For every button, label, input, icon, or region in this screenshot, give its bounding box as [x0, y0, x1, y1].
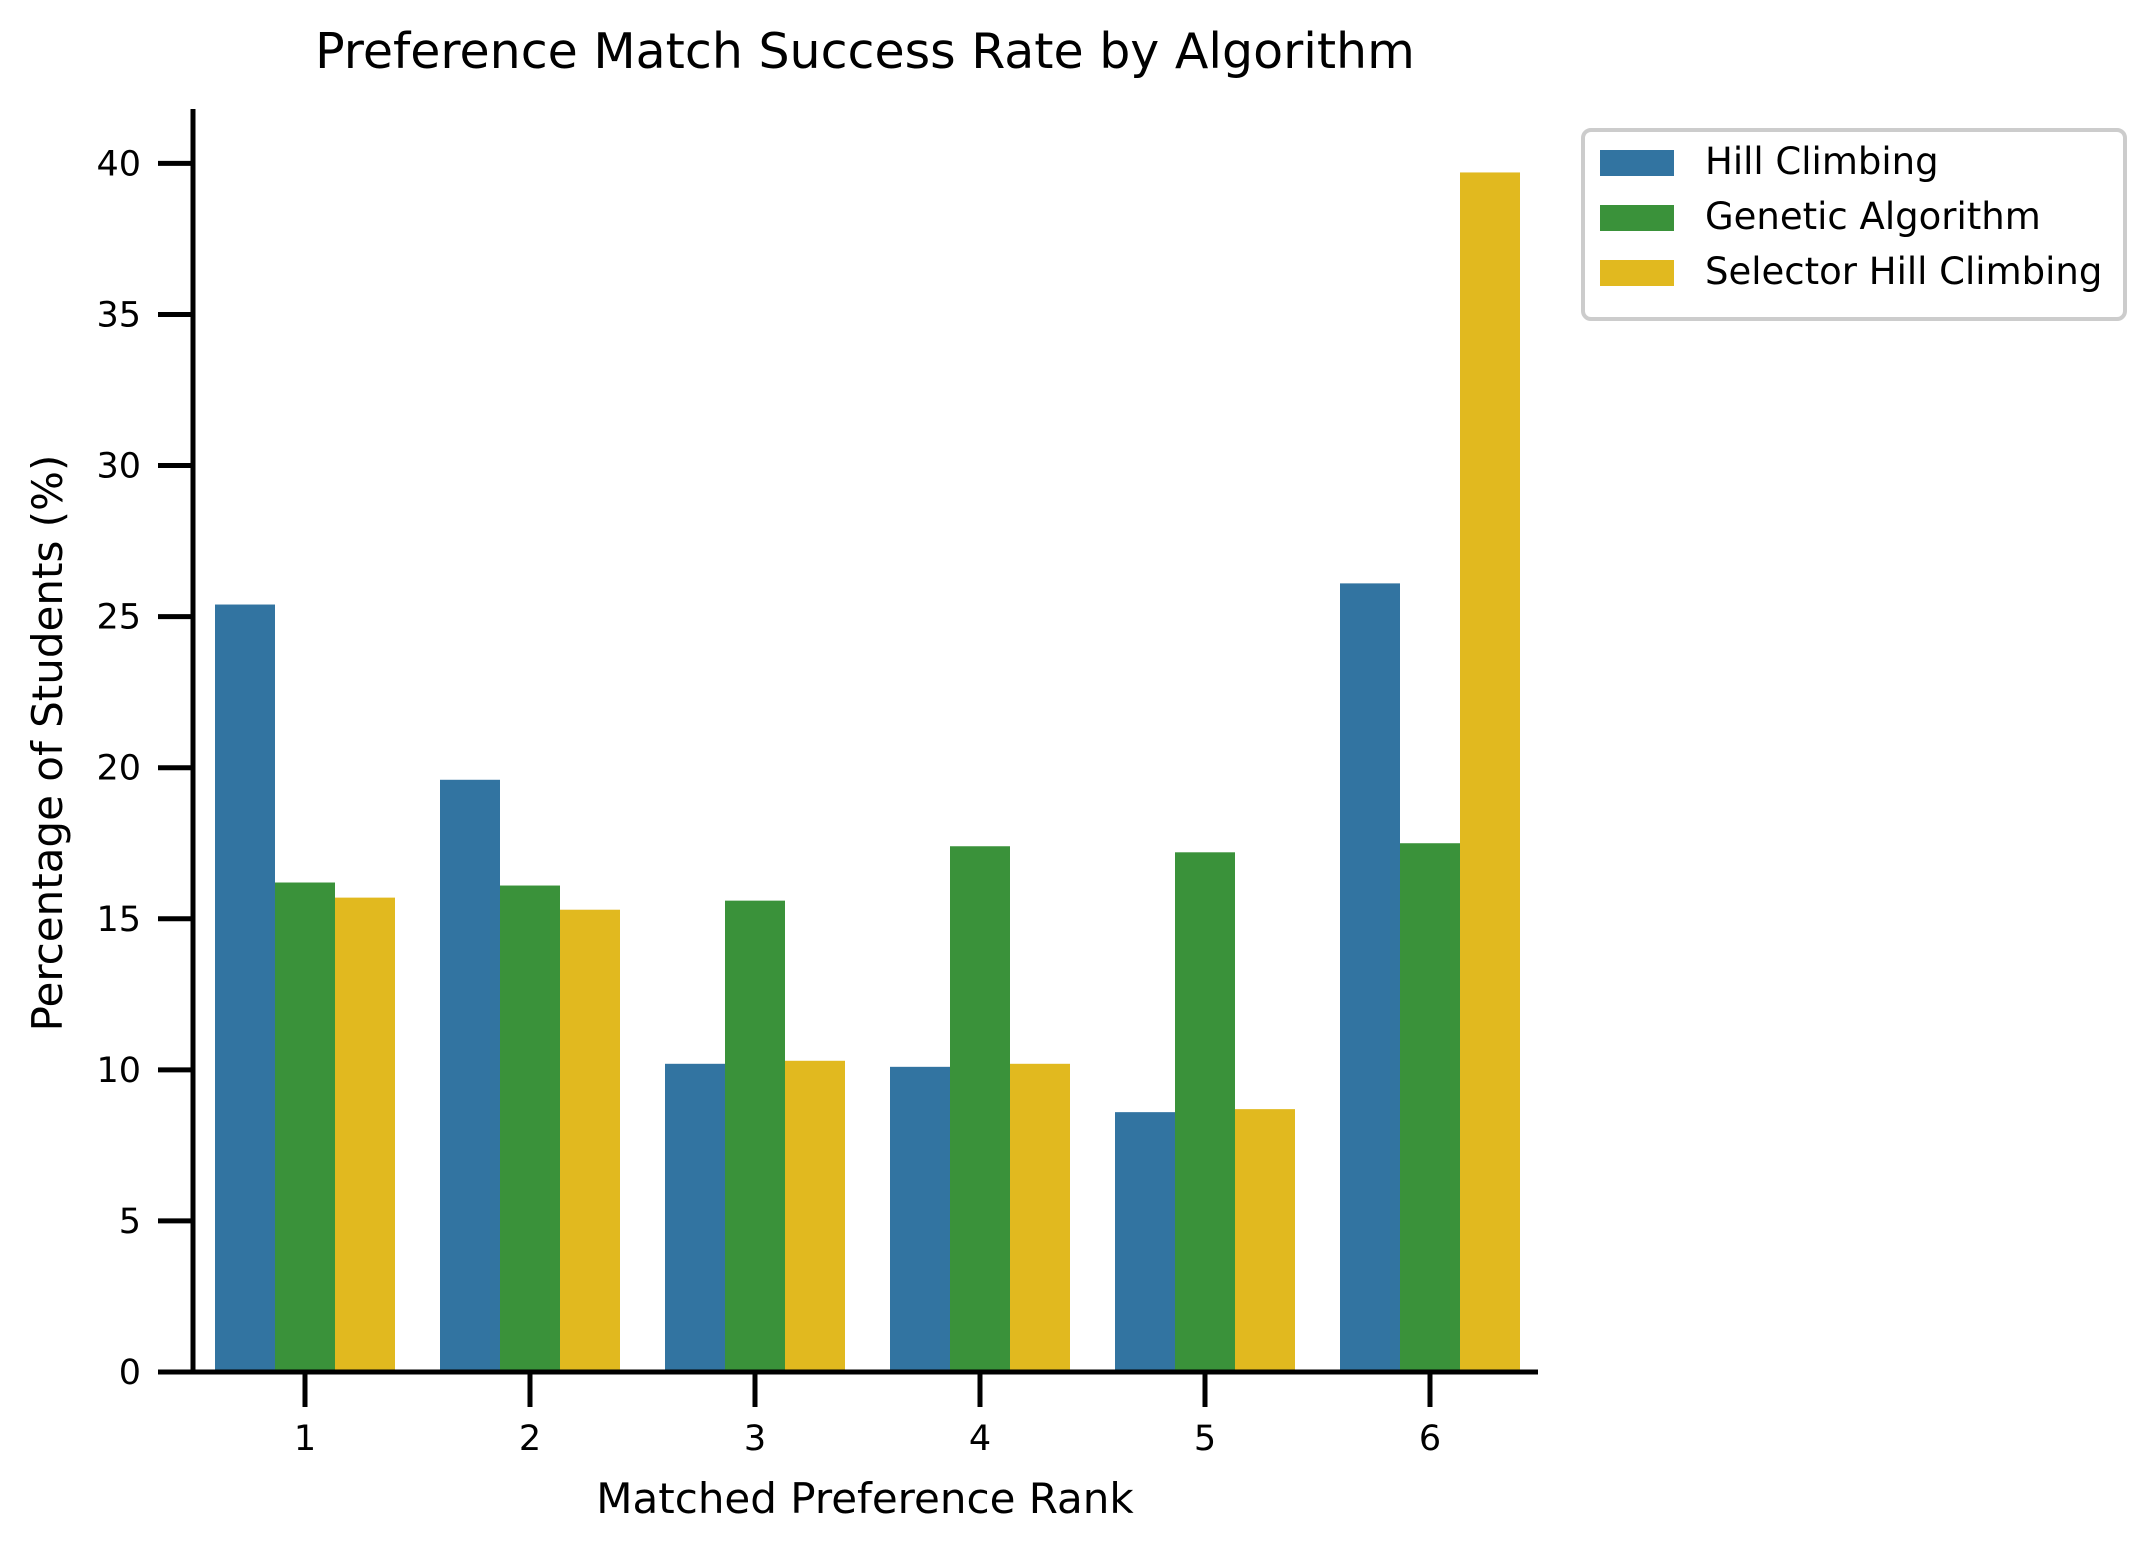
x-tick-label: 5	[1194, 1419, 1216, 1459]
bar-selector-hill-climbing-rank-5	[1235, 1109, 1295, 1372]
legend-label: Genetic Algorithm	[1705, 195, 2041, 238]
x-tick-label: 4	[969, 1419, 991, 1459]
bar-selector-hill-climbing-rank-1	[335, 897, 395, 1372]
y-tick-label: 20	[96, 749, 141, 789]
legend-swatch	[1600, 150, 1674, 176]
legend-swatch	[1600, 205, 1674, 231]
bar-hill-climbing-rank-4	[890, 1066, 950, 1372]
bar-genetic-algorithm-rank-3	[725, 900, 785, 1372]
bar-genetic-algorithm-rank-2	[500, 885, 560, 1372]
y-tick-label: 30	[96, 447, 141, 487]
bar-genetic-algorithm-rank-6	[1400, 843, 1460, 1372]
y-axis-label: Percentage of Students (%)	[23, 455, 72, 1032]
bar-hill-climbing-rank-3	[665, 1063, 725, 1372]
y-tick-label: 0	[119, 1353, 141, 1393]
y-tick-label: 25	[96, 598, 141, 638]
legend-label: Selector Hill Climbing	[1705, 250, 2102, 293]
bar-genetic-algorithm-rank-1	[275, 882, 335, 1372]
bars-group	[215, 172, 1520, 1373]
bar-selector-hill-climbing-rank-4	[1010, 1063, 1070, 1372]
axes-group	[190, 109, 1538, 1375]
y-tick-label: 15	[96, 900, 141, 940]
x-tick-label: 1	[294, 1419, 316, 1459]
legend: Hill Climbing Genetic Algorithm Selector H…	[1581, 128, 2127, 321]
chart-title: Preference Match Success Rate by Algorit…	[315, 23, 1415, 80]
bar-selector-hill-climbing-rank-3	[785, 1060, 845, 1372]
bar-hill-climbing-rank-2	[440, 779, 500, 1372]
x-tick-label: 6	[1419, 1419, 1441, 1459]
legend-label: Hill Climbing	[1705, 140, 1939, 183]
bar-genetic-algorithm-rank-5	[1175, 852, 1235, 1372]
legend-frame	[1581, 128, 2127, 321]
y-tick-label: 35	[96, 295, 141, 335]
bar-hill-climbing-rank-5	[1115, 1112, 1175, 1372]
bar-genetic-algorithm-rank-4	[950, 846, 1010, 1372]
x-tick-label: 3	[744, 1419, 766, 1459]
legend-swatch	[1600, 260, 1674, 286]
y-tick-label: 5	[119, 1202, 141, 1242]
bar-selector-hill-climbing-rank-2	[560, 909, 620, 1372]
ticks-group: 0 5 10 15 20 25 30 35 40 1 2 3 4 5 6	[96, 144, 1441, 1459]
x-tick-label: 2	[519, 1419, 541, 1459]
bar-hill-climbing-rank-1	[215, 604, 275, 1372]
bar-hill-climbing-rank-6	[1340, 583, 1400, 1372]
x-axis-label: Matched Preference Rank	[596, 1474, 1134, 1523]
y-tick-label: 10	[96, 1051, 141, 1091]
bar-selector-hill-climbing-rank-6	[1460, 172, 1520, 1373]
y-tick-label: 40	[96, 144, 141, 184]
